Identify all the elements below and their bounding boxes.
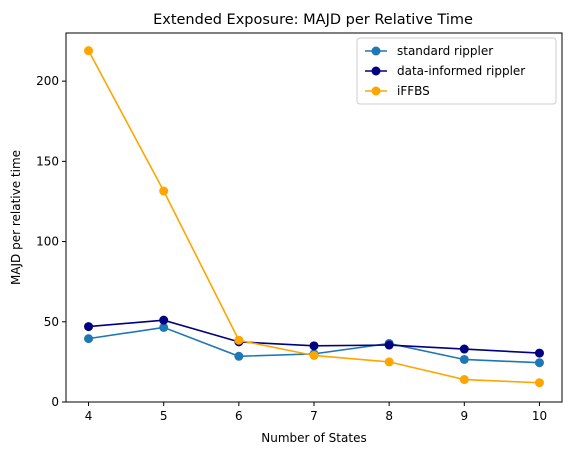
legend-item: standard rippler — [365, 44, 493, 58]
data-point — [234, 335, 244, 345]
x-tick-label: 4 — [85, 409, 93, 423]
legend-box — [356, 37, 557, 105]
legend-item: data-informed rippler — [365, 64, 525, 78]
series-layer — [84, 46, 544, 388]
data-point — [534, 378, 544, 388]
x-tick-label: 5 — [160, 409, 168, 423]
data-point — [459, 344, 469, 354]
data-point — [159, 322, 169, 332]
legend-marker — [371, 46, 381, 56]
legend-label: iFFBS — [397, 84, 430, 98]
legend-marker — [371, 66, 381, 76]
data-point — [159, 315, 169, 325]
data-point — [459, 354, 469, 364]
data-point — [459, 375, 469, 385]
y-axis-label: MAJD per relative time — [9, 150, 23, 285]
x-tick-label: 6 — [235, 409, 243, 423]
x-tick-label: 7 — [310, 409, 318, 423]
y-tick-label: 0 — [51, 395, 59, 409]
legend-item: iFFBS — [365, 84, 430, 98]
y-tick-label: 50 — [44, 315, 59, 329]
legend-label: standard rippler — [397, 44, 493, 58]
y-tick-label: 200 — [36, 74, 59, 88]
x-axis: 4 5 6 7 8 9 10 — [85, 402, 547, 423]
data-point — [84, 334, 94, 344]
chart-title: Extended Exposure: MAJD per Relative Tim… — [153, 12, 473, 28]
data-point — [84, 46, 94, 56]
data-point — [384, 357, 394, 367]
x-tick-label: 8 — [385, 409, 393, 423]
data-point — [159, 186, 169, 196]
data-point — [84, 322, 94, 332]
x-tick-label: 10 — [532, 409, 547, 423]
legend: standard rippler data-informed rippler iFF… — [356, 37, 557, 105]
data-point — [384, 340, 394, 350]
y-tick-label: 150 — [36, 154, 59, 168]
data-point — [534, 348, 544, 358]
legend-marker — [371, 86, 381, 96]
data-point — [309, 350, 319, 360]
x-tick-label: 9 — [460, 409, 468, 423]
data-point — [234, 351, 244, 361]
data-point — [309, 341, 319, 351]
y-tick-label: 100 — [36, 235, 59, 249]
series-2 — [84, 46, 544, 388]
data-point — [534, 358, 544, 368]
y-axis: 0 50 100 150 200 — [36, 74, 66, 409]
legend-label: data-informed rippler — [397, 64, 525, 78]
x-axis-label: Number of States — [261, 431, 366, 445]
